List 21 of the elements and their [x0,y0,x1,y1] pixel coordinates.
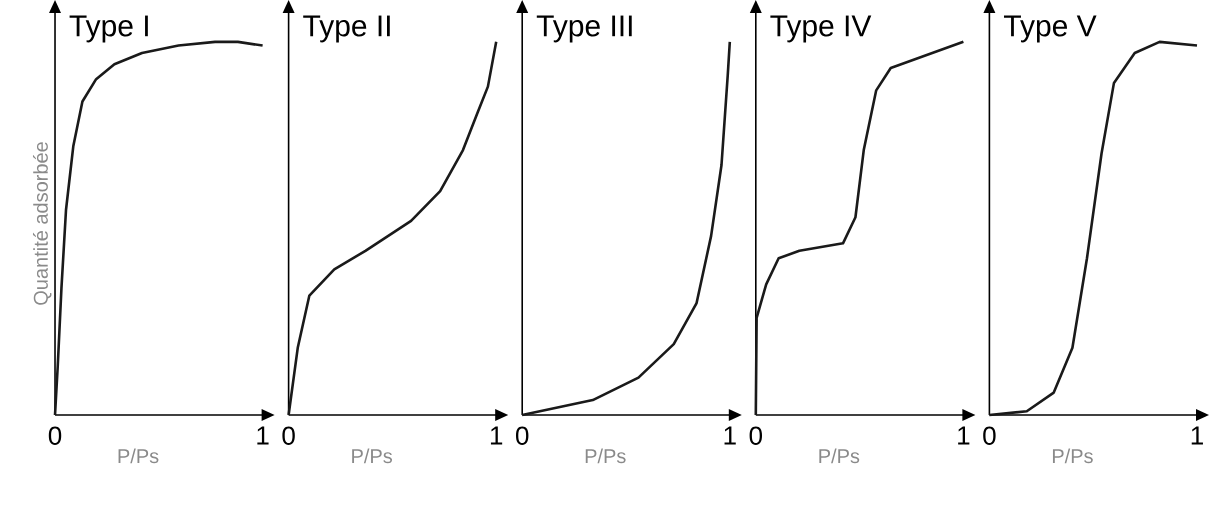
x-tick-label: 0 [983,426,996,445]
x-axis-title: P/Ps [819,448,860,464]
chart-title: Type III [536,15,632,43]
x-tick-label: 1 [724,426,736,445]
x-tick-label: 1 [490,426,503,445]
chart-title: Type I [69,15,148,43]
chart-title: Type II [303,15,390,43]
y-axis-title: Quantité adsorbée [32,142,52,305]
x-tick-label: 1 [1191,426,1203,445]
x-tick-label: 0 [282,426,295,445]
x-axis-title: P/Ps [1052,448,1093,464]
x-tick-label: 0 [516,426,529,445]
x-tick-label: 1 [958,426,970,445]
x-axis-title: P/Ps [585,448,626,464]
chart-title: Type V [1003,15,1097,43]
x-tick-label: 0 [749,426,763,445]
chart-title: Type IV [770,15,872,43]
x-axis-title: P/Ps [118,448,159,464]
x-tick-label: 0 [48,426,62,445]
x-axis-title: P/Ps [352,448,393,464]
x-tick-label: 1 [257,426,269,445]
